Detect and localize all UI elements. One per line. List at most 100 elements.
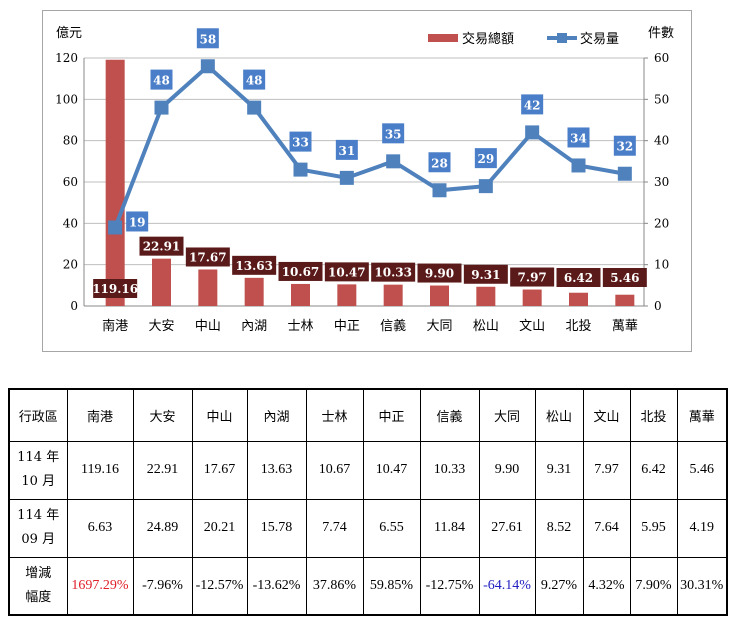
x-tick-label: 北投: [565, 318, 591, 334]
bar-data-label-box: [556, 268, 601, 287]
bar-data-label: 17.67: [189, 250, 227, 264]
bar: [244, 277, 264, 306]
line-data-label: 58: [199, 32, 216, 46]
line-marker: [478, 179, 493, 194]
x-tick-label: 中山: [195, 319, 221, 334]
header-cell: 士林: [305, 388, 364, 442]
row-label-line: 增減: [25, 565, 52, 581]
left-tick-label: 80: [63, 134, 78, 148]
x-tick-label: 大同: [426, 319, 452, 334]
bar-data-label-box: [278, 261, 323, 281]
header-cell: 大安: [132, 388, 193, 442]
table-cell: 1697.29%: [66, 556, 134, 616]
line-marker: [293, 162, 308, 177]
table-cell: -13.62%: [246, 556, 307, 616]
bar-data-label-box: [232, 255, 277, 275]
legend-line-label: 交易量: [580, 31, 619, 47]
right-tick-label: 50: [654, 92, 669, 106]
table-cell: 5.95: [629, 498, 678, 558]
table-cell: 10.47: [362, 440, 421, 500]
line-data-label: 19: [129, 215, 146, 229]
row-label-line: 幅度: [25, 589, 52, 605]
line-marker: [154, 100, 169, 115]
header-cell: 文山: [582, 388, 631, 442]
header-cell: 中正: [362, 388, 421, 442]
x-tick-label: 萬華: [612, 319, 638, 334]
line-data-label: 28: [431, 156, 448, 170]
table-cell: 37.86%: [305, 556, 364, 616]
bar-data-label-box: [93, 279, 138, 298]
x-tick-label: 文山: [519, 319, 545, 334]
table-cell: 7.97: [582, 440, 631, 500]
table-cell: 6.55: [362, 498, 421, 558]
line-data-label-box: [126, 211, 149, 232]
line-marker: [525, 125, 540, 140]
line-data-label-box: [521, 94, 544, 115]
bar-data-label: 13.63: [235, 259, 273, 273]
left-axis-title: 億元: [56, 25, 82, 41]
bar: [105, 59, 125, 307]
bar-data-label: 10.67: [282, 265, 320, 279]
x-tick-label: 大安: [148, 319, 174, 334]
bar-data-label: 10.33: [374, 266, 412, 280]
bar-data-label-box: [371, 262, 416, 282]
table-cell: 10.33: [419, 440, 480, 500]
table-cell: 119.16: [66, 440, 134, 500]
bar-data-label: 7.97: [518, 271, 547, 285]
bar-data-label-box: [139, 236, 184, 256]
bar-data-label: 6.42: [564, 271, 593, 285]
line-marker: [200, 59, 215, 74]
left-tick-label: 100: [55, 92, 78, 106]
bar-data-label: 9.31: [471, 268, 500, 282]
table-cell: -64.14%: [478, 556, 536, 616]
line-data-label: 42: [524, 98, 541, 112]
line-data-label-box: [150, 69, 173, 90]
table-cell: 7.74: [305, 498, 364, 558]
bar: [152, 258, 171, 306]
left-tick-label: 20: [63, 258, 78, 272]
header-cell: 中山: [191, 388, 248, 442]
line-data-label-box: [428, 152, 451, 173]
right-tick-label: 0: [654, 299, 662, 313]
table-cell: 17.67: [191, 440, 248, 500]
right-tick-label: 60: [654, 51, 669, 65]
table-cell: -12.57%: [191, 556, 248, 616]
table-cell: 9.90: [478, 440, 536, 500]
line-data-label: 29: [477, 152, 494, 166]
line-data-label-box: [289, 131, 312, 152]
table-cell: 10.67: [305, 440, 364, 500]
row-label-line: 114 年: [17, 450, 60, 465]
combo-chart: 0 20 40 60 80 100 120 0 10 20 30 40 50 60 億元 件數 交易總額 交易量南…: [55, 25, 674, 334]
x-tick-label: 松山: [473, 319, 499, 334]
bar-data-label: 9.90: [425, 267, 454, 281]
header-cell: 內湖: [246, 388, 307, 442]
bar-data-label-box: [417, 263, 462, 283]
table-cell: 5.46: [676, 440, 728, 500]
x-tick-label: 中正: [334, 319, 360, 334]
data-table: 行政區 南港 大安 中山 內湖 士林 中正 信義 大同 松山 文山 北投 萬華 114 年 10 月 119…: [8, 388, 728, 616]
right-tick-label: 30: [654, 175, 669, 189]
right-axis-title: 件數: [648, 26, 674, 41]
bar-data-label-box: [602, 268, 647, 287]
bar: [522, 289, 542, 306]
table-cell: 6.42: [629, 440, 678, 500]
table-cell: -7.96%: [132, 556, 193, 616]
bar: [291, 283, 310, 306]
line-marker: [339, 170, 354, 185]
table-row: 114 年 09 月 6.63 24.89 20.21 15.78 7.74 6.55 11.8…: [8, 498, 728, 558]
line-data-label-box: [196, 28, 219, 49]
header-cell: 南港: [66, 388, 134, 442]
table-cell: 11.84: [419, 498, 480, 558]
left-tick-label: 40: [63, 216, 78, 230]
table-cell: 7.90%: [629, 556, 678, 616]
line-data-label: 48: [153, 74, 170, 88]
line-marker: [432, 183, 447, 198]
header-cell: 大同: [478, 388, 536, 442]
bar-data-label-box: [463, 264, 508, 284]
legend-bar-label: 交易總額: [462, 31, 514, 47]
chart-frame: [42, 10, 692, 352]
x-tick-label: 士林: [287, 319, 313, 334]
line-data-label-box: [335, 139, 358, 160]
bar: [383, 284, 403, 306]
right-tick-label: 20: [654, 216, 669, 230]
